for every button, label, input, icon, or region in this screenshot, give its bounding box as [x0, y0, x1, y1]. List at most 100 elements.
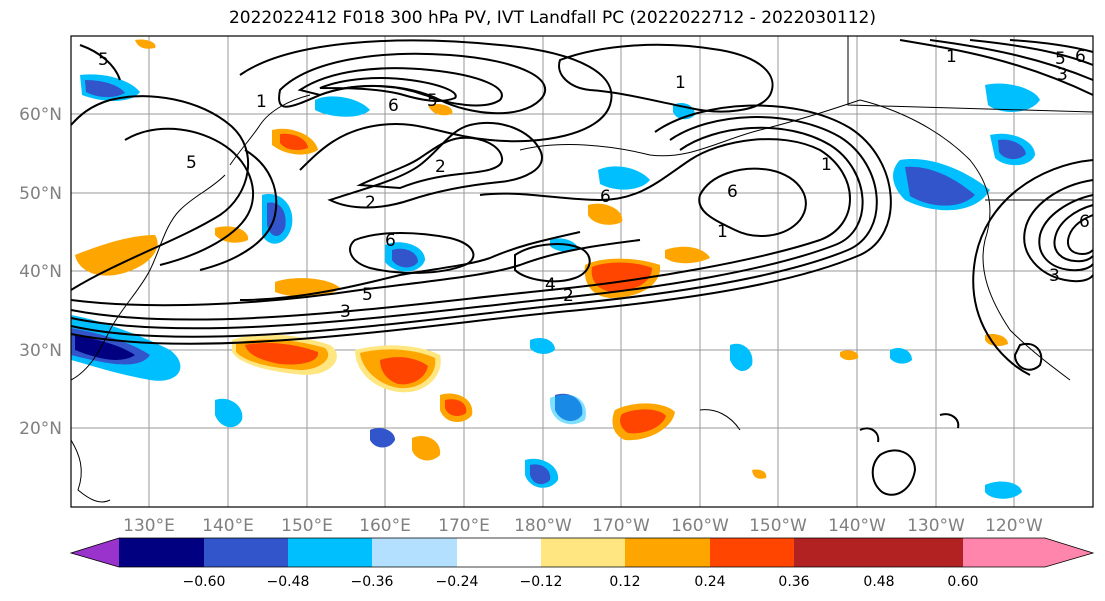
contour-labels: 5 1 5 6 5 2 2 1 6 6 6 4 5 3 2 1 5 6 3 6 …: [98, 47, 1090, 322]
pv-negative-area: [985, 83, 1040, 112]
lon-label: 170°E: [438, 516, 490, 536]
contour-line: [70, 239, 641, 307]
pv-positive-area: [280, 133, 308, 151]
contour-line: [1023, 179, 1094, 283]
contour-line: [969, 39, 1094, 66]
pv-negative-area: [730, 343, 753, 372]
pv-negative-area: [267, 202, 286, 236]
contour-line: [79, 44, 121, 81]
lon-label: 130°E: [123, 516, 175, 536]
pv-negative-area: [530, 338, 555, 354]
contour-line: [1009, 39, 1094, 53]
pv-positive-area: [412, 435, 441, 461]
colorbar-extend-left: [71, 538, 119, 567]
colorbar-segment: [879, 538, 963, 567]
lon-label: 120°W: [985, 516, 1043, 536]
pv-positive-area: [445, 399, 467, 416]
lat-label: 50°N: [19, 184, 62, 204]
contour-label: 2: [365, 193, 376, 213]
pv-positive-area: [75, 235, 158, 276]
alaska-coastline: [519, 99, 861, 157]
pv-positive-area: [591, 262, 652, 292]
pv-positive-area: [752, 469, 767, 479]
asia-coastline: [70, 174, 226, 381]
pv-negative-area: [598, 166, 650, 190]
contour-label: 2: [563, 286, 574, 306]
contour-label: 1: [821, 155, 832, 175]
pv-positive-area: [135, 39, 156, 49]
lon-axis: 130°E 140°E 150°E 160°E 170°E 180°W 170°…: [123, 516, 1043, 536]
contour-line: [239, 231, 581, 301]
colorbar-tick: 0.12: [609, 574, 640, 590]
colorbar-segment: [963, 538, 1045, 567]
ivt-contours: [70, 39, 1094, 496]
contour-line: [929, 39, 1094, 81]
colorbar-segment: [794, 538, 879, 567]
contour-line: [1013, 342, 1043, 371]
contour-label: 1: [717, 222, 728, 242]
contour-label: 5: [186, 153, 197, 173]
contour-label: 2: [435, 157, 446, 177]
contour-line: [327, 121, 543, 209]
map-title: 2022022412 F018 300 hPa PV, IVT Landfall…: [228, 8, 876, 28]
colorbar-segment: [457, 538, 541, 567]
colorbar-tick: 0.48: [863, 574, 894, 590]
hawaii-islands: [699, 409, 741, 431]
contour-line: [899, 39, 1094, 96]
pv-negative-area: [315, 96, 370, 117]
contour-label: 6: [1079, 212, 1090, 232]
colorbar: [69, 537, 1095, 568]
contour-label: 3: [1049, 266, 1060, 286]
colorbar-segment: [372, 538, 457, 567]
colorbar-tick: −0.12: [520, 574, 563, 590]
lon-label: 140°E: [202, 516, 254, 536]
colorbar-segment: [119, 538, 204, 567]
pv-positive-area: [588, 203, 623, 225]
contour-line: [70, 126, 864, 330]
pv-negative-area: [75, 335, 135, 360]
lat-label: 40°N: [19, 262, 62, 282]
contour-label: 3: [340, 302, 351, 322]
contour-line: [70, 138, 851, 321]
colorbar-segment: [541, 538, 625, 567]
contour-line: [1053, 204, 1094, 263]
asia-coastline: [229, 94, 311, 166]
colorbar-tick: −0.60: [183, 574, 226, 590]
pv-positive-area: [665, 246, 710, 264]
pv-negative-area: [890, 348, 912, 364]
contour-label: 5: [427, 91, 438, 111]
colorbar-tick: 0.24: [694, 574, 725, 590]
colorbar-outline: [69, 537, 1095, 568]
contour-label: 4: [545, 275, 556, 295]
lat-label: 20°N: [19, 419, 62, 439]
lon-label: 130°W: [907, 516, 965, 536]
colorbar-segment: [288, 538, 372, 567]
contour-line: [319, 77, 457, 102]
pv-negative-area: [985, 481, 1022, 499]
pv-positive-area: [620, 409, 666, 434]
pv-negative-area: [998, 139, 1026, 160]
contour-label: 6: [385, 231, 396, 251]
pv-negative-area: [215, 398, 243, 428]
pv-negative-area: [392, 248, 418, 268]
contour-line: [871, 449, 917, 496]
contour-line: [199, 149, 278, 271]
pv-negative-area: [905, 166, 975, 206]
colorbar-extend-right: [1045, 538, 1093, 567]
contour-line: [558, 43, 774, 113]
contour-label: 5: [362, 285, 373, 305]
contour-label: 6: [388, 96, 399, 116]
lon-label: 180°W: [514, 516, 572, 536]
contour-line: [70, 104, 892, 345]
coastlines: [70, 36, 1094, 503]
map-frame: [70, 35, 1094, 508]
contour-label: 1: [675, 73, 686, 93]
pv-positive-area: [428, 104, 453, 116]
contour-line: [297, 67, 503, 107]
colorbar-tick: 0.60: [947, 574, 978, 590]
contour-line: [356, 136, 504, 190]
lon-label: 150°W: [749, 516, 807, 536]
contour-line: [514, 243, 591, 283]
pv-positive-area: [840, 350, 859, 361]
